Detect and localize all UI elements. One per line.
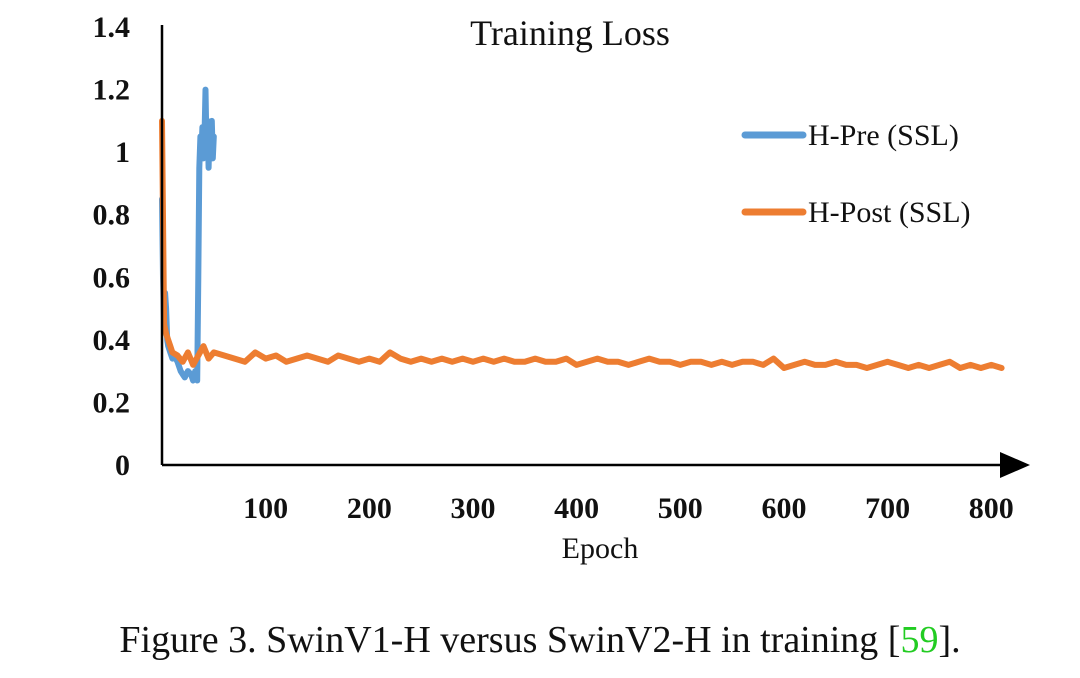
y-tick-label: 0.4 bbox=[93, 324, 131, 357]
y-tick-label: 1.2 bbox=[93, 74, 131, 107]
y-tick-label: 1.4 bbox=[93, 11, 131, 44]
x-tick-label: 300 bbox=[450, 492, 495, 525]
x-tick-label: 700 bbox=[865, 492, 910, 525]
x-tick-label: 800 bbox=[969, 492, 1014, 525]
y-tick-label: 0 bbox=[115, 449, 130, 482]
series-line-h-post bbox=[159, 117, 1005, 371]
figure-caption: Figure 3. SwinV1-H versus SwinV2-H in tr… bbox=[0, 618, 1080, 662]
caption-prefix: Figure 3. SwinV1-H versus SwinV2-H in tr… bbox=[119, 619, 901, 661]
x-tick-label: 600 bbox=[761, 492, 806, 525]
legend: H-Pre (SSL) H-Post (SSL) bbox=[741, 119, 971, 229]
x-axis-label: Epoch bbox=[562, 532, 639, 565]
y-tick-label: 0.8 bbox=[93, 199, 131, 232]
caption-reference-link[interactable]: 59 bbox=[900, 619, 939, 661]
training-loss-chart: 0 0.2 0.4 0.6 0.8 1 1.2 1.4 100 200 300 400 500 600 70… bbox=[93, 11, 1030, 565]
legend-label: H-Post (SSL) bbox=[808, 196, 971, 229]
x-tick-label: 500 bbox=[658, 492, 703, 525]
x-tick-label: 400 bbox=[554, 492, 599, 525]
x-axis-arrow-icon bbox=[1000, 452, 1030, 478]
y-tick-label: 1 bbox=[115, 136, 130, 169]
caption-suffix: ]. bbox=[938, 619, 961, 661]
x-tick-label: 100 bbox=[243, 492, 288, 525]
x-tick-label: 200 bbox=[347, 492, 392, 525]
legend-label: H-Pre (SSL) bbox=[808, 119, 959, 152]
y-tick-label: 0.2 bbox=[93, 386, 131, 419]
y-tick-label: 0.6 bbox=[93, 261, 131, 294]
chart-title: Training Loss bbox=[470, 13, 670, 53]
